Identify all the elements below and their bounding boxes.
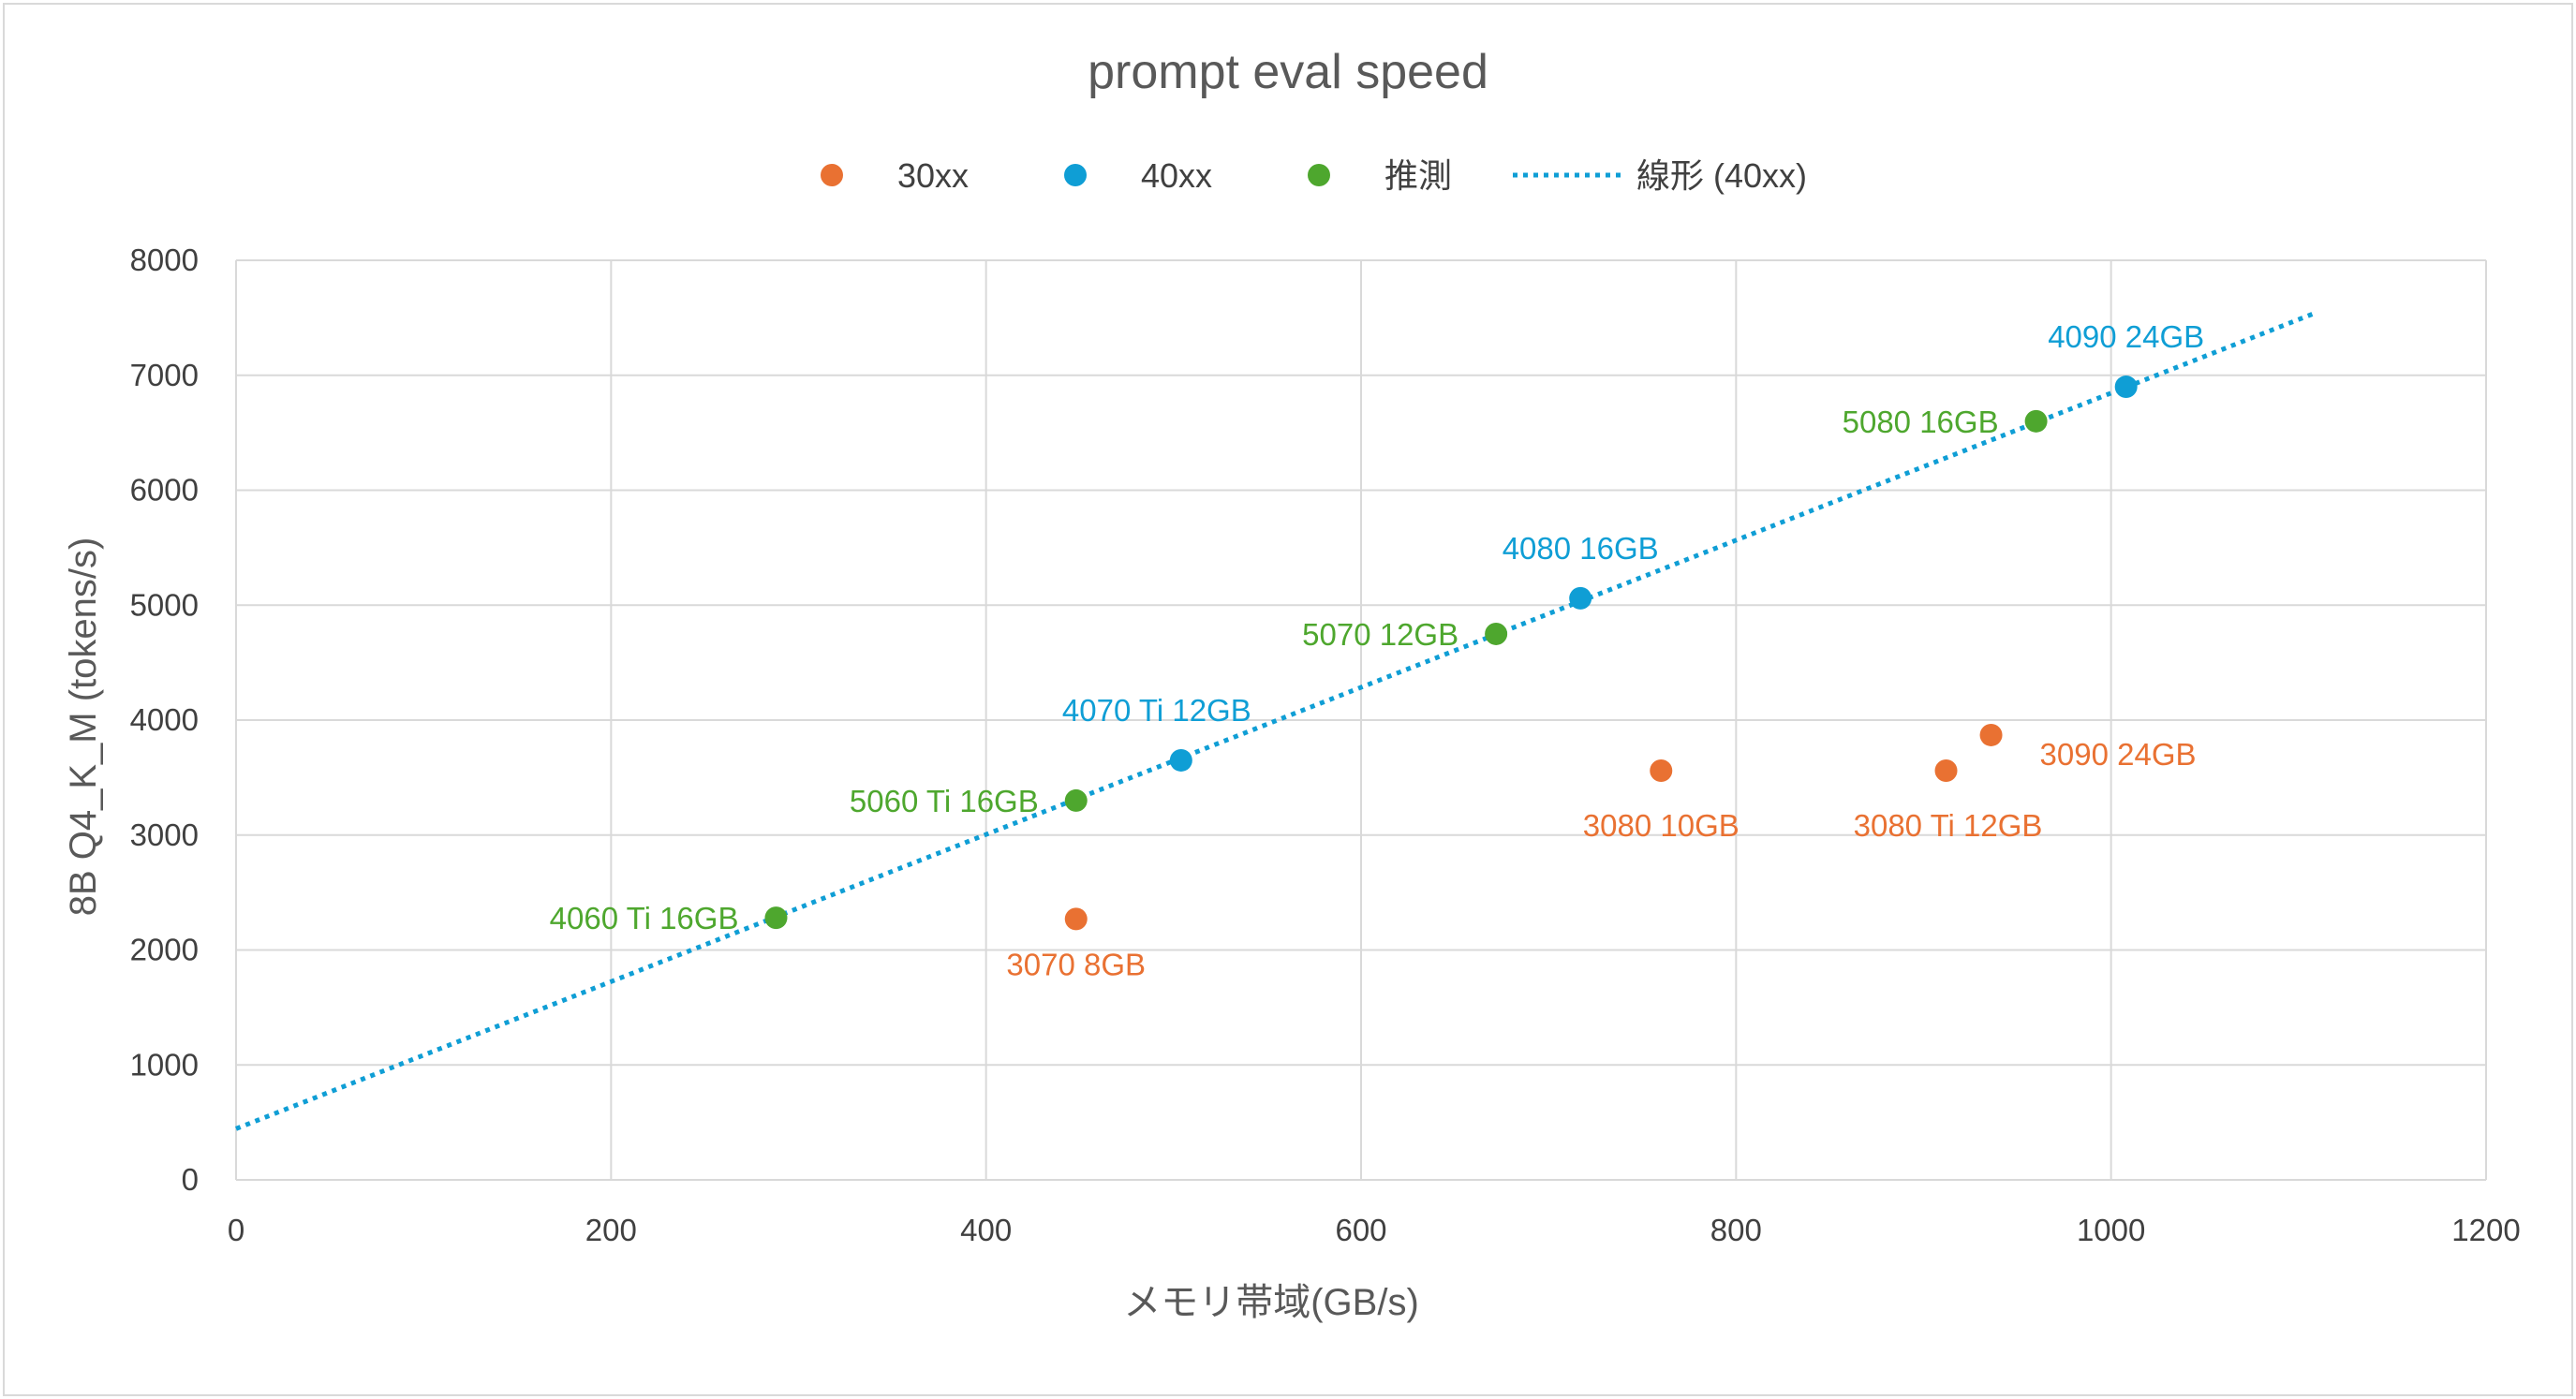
data-label: 5080 16GB — [1843, 405, 1999, 439]
x-tick-label: 1000 — [2077, 1213, 2145, 1247]
data-label: 3090 24GB — [2040, 737, 2197, 772]
data-label: 3080 Ti 12GB — [1854, 808, 2043, 843]
data-point — [764, 906, 788, 930]
legend-item-30xx: 30xx — [821, 156, 969, 195]
data-label: 3080 10GB — [1583, 808, 1740, 843]
data-point — [1485, 622, 1508, 645]
legend-marker — [821, 164, 843, 186]
data-point — [1064, 907, 1088, 931]
chart-title: prompt eval speed — [1088, 45, 1488, 99]
data-point — [2024, 409, 2048, 433]
legend-item-estimate: 推測 — [1308, 156, 1452, 195]
trendline-40xx — [235, 310, 2318, 1131]
y-tick-label: 2000 — [130, 933, 199, 967]
data-label: 4080 16GB — [1503, 531, 1659, 566]
gridlines — [235, 259, 2487, 1181]
y-tick-label: 7000 — [130, 358, 199, 392]
legend-label: 推測 — [1384, 156, 1452, 195]
trendline-group — [235, 310, 2318, 1131]
x-tick-label: 1200 — [2451, 1213, 2520, 1247]
x-tick-label: 0 — [228, 1213, 244, 1247]
data-point — [1979, 723, 2003, 746]
data-point — [1169, 748, 1192, 772]
legend-label: 線形 (40xx) — [1636, 156, 1807, 195]
legend-marker — [1064, 164, 1087, 186]
y-tick-label: 6000 — [130, 473, 199, 508]
legend-marker — [1308, 164, 1330, 186]
data-points — [764, 376, 2138, 931]
y-tick-label: 4000 — [130, 702, 199, 737]
data-point — [1650, 759, 1673, 783]
chart-frame — [3, 3, 2573, 1396]
data-point — [1064, 788, 1088, 812]
data-point — [2114, 376, 2138, 399]
data-label: 4070 Ti 12GB — [1062, 693, 1251, 728]
data-point — [1569, 586, 1592, 610]
x-tick-label: 600 — [1335, 1213, 1386, 1247]
data-label: 3070 8GB — [1006, 947, 1146, 981]
y-tick-label: 1000 — [130, 1047, 199, 1082]
y-tick-label: 0 — [182, 1162, 199, 1197]
x-axis-title: メモリ帯域(GB/s) — [1123, 1282, 1419, 1323]
data-point — [1934, 759, 1958, 783]
x-tick-label: 400 — [960, 1213, 1012, 1247]
legend-item-40xx: 40xx — [1064, 156, 1212, 195]
legend: 30xx 40xx 推測 線形 (40xx) — [821, 156, 1807, 195]
y-tick-label: 8000 — [130, 243, 199, 277]
y-axis-title: 8B Q4_K_M (tokens/s) — [63, 538, 104, 917]
axes: 0 1000 2000 3000 4000 5000 6000 7000 8000 0 200 400… — [130, 243, 2521, 1247]
legend-label: 30xx — [897, 156, 969, 195]
legend-label: 40xx — [1141, 156, 1212, 195]
data-label: 4090 24GB — [2048, 319, 2204, 354]
data-labels: 3070 8GB 3080 10GB 3080 Ti 12GB 3090 24GB 40… — [550, 319, 2204, 981]
data-label: 4060 Ti 16GB — [550, 901, 739, 935]
y-tick-label: 3000 — [130, 817, 199, 852]
x-tick-label: 200 — [585, 1213, 637, 1247]
x-tick-label: 800 — [1710, 1213, 1762, 1247]
y-tick-label: 5000 — [130, 587, 199, 622]
legend-item-trendline: 線形 (40xx) — [1513, 156, 1807, 195]
data-label: 5060 Ti 16GB — [850, 784, 1039, 818]
data-label: 5070 12GB — [1302, 617, 1458, 652]
